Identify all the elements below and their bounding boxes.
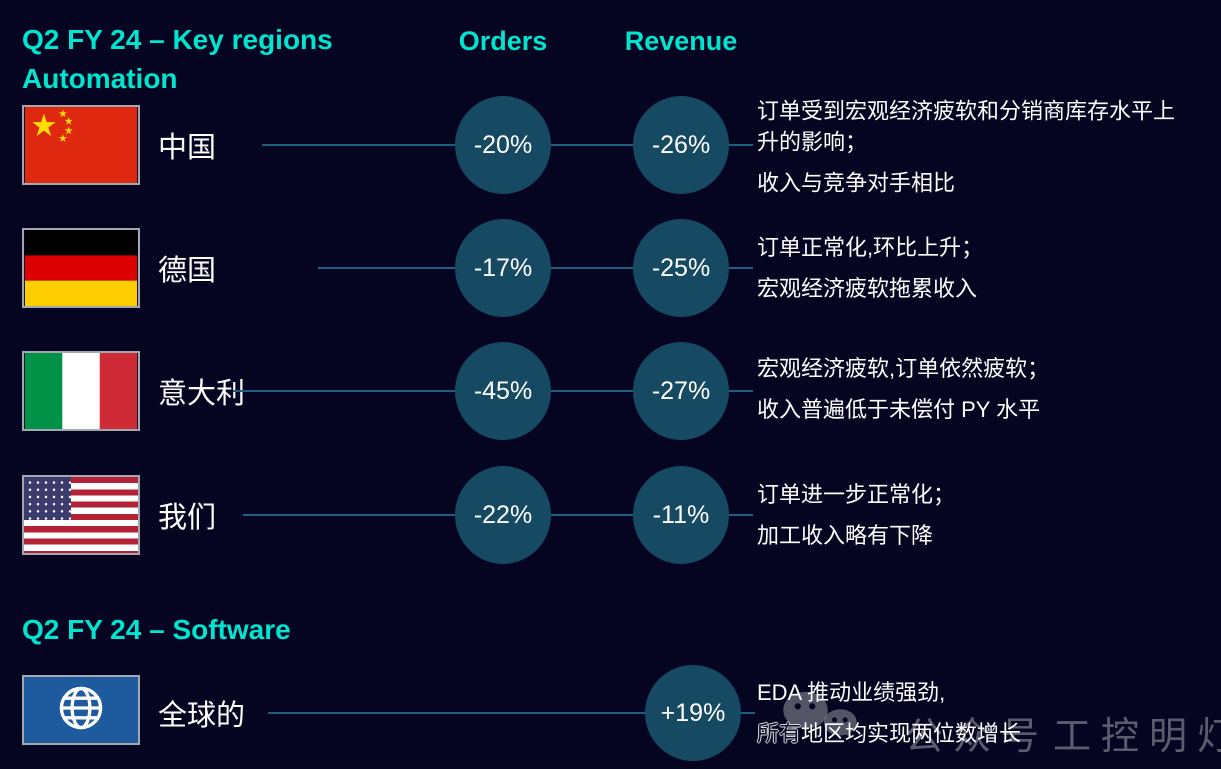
note-paragraph: 订单受到宏观经济疲软和分销商库存水平上升的影响； (757, 98, 1176, 155)
connector-line (551, 267, 633, 269)
note-dimmed-text: 所有 (757, 721, 802, 746)
note-paragraph: 宏观经济疲软拖累收入 (757, 276, 978, 301)
orders-bubble-china: -20% (455, 96, 551, 194)
notes-us: 订单进一步正常化； 加工收入略有下降 (757, 479, 1193, 551)
connector-line (551, 390, 633, 392)
connector-line (729, 514, 753, 516)
connector-line (233, 390, 455, 392)
watermark-text-gongkongmingdeng: 工控明灯 (1053, 716, 1221, 758)
note-paragraph: 宏观经济疲软,订单依然疲软； (757, 356, 1050, 381)
connector-line (729, 267, 753, 269)
connector-line (729, 144, 753, 146)
us-flag-canton (24, 477, 71, 520)
orders-bubble-germany: -17% (455, 219, 551, 317)
revenue-column-header: Revenue (624, 26, 738, 56)
orders-bubble-italy: -45% (455, 342, 551, 440)
note-paragraph: 收入普遍低于未偿付 PY 水平 (757, 397, 1041, 422)
note-text: 地区均实现两位数增长 (801, 721, 1022, 746)
notes-china: 订单受到宏观经济疲软和分销商库存水平上升的影响； 收入与竞争对手相比 (757, 96, 1193, 199)
orders-column-header: Orders (458, 26, 548, 56)
country-label-us: 我们 (158, 502, 217, 534)
wechat-bubbles-icon (762, 688, 880, 751)
revenue-bubble-us: -11% (633, 466, 729, 564)
country-label-china: 中国 (158, 132, 217, 164)
connector-line (551, 514, 633, 516)
globe-icon (53, 680, 109, 741)
connector-line (243, 514, 455, 516)
revenue-bubble-italy: -27% (633, 342, 729, 440)
italy-flag (22, 351, 140, 431)
page-title: Q2 FY 24 – Key regions Automation (22, 24, 333, 94)
us-flag (22, 475, 140, 555)
connector-line (318, 267, 455, 269)
notes-software: EDA 推动业绩强劲, 所有地区均实现两位数增长 (757, 677, 1193, 749)
note-paragraph: EDA 推动业绩强劲, (757, 680, 946, 705)
watermark-text-gongzhonghao: 公众号 (905, 716, 1050, 758)
note-paragraph: 订单正常化,环比上升； (757, 235, 984, 260)
global-tile (22, 675, 140, 745)
note-paragraph: 加工收入略有下降 (757, 523, 934, 548)
germany-flag (22, 228, 140, 308)
note-paragraph: 订单进一步正常化； (757, 482, 956, 507)
china-flag (22, 105, 140, 185)
notes-germany: 订单正常化,环比上升； 宏观经济疲软拖累收入 (757, 232, 1193, 304)
country-label-germany: 德国 (158, 255, 217, 287)
connector-line (262, 144, 455, 146)
note-paragraph: 收入与竞争对手相比 (757, 170, 956, 196)
software-value-bubble: +19% (645, 665, 741, 761)
note-paragraph: 所有地区均实现两位数增长 (757, 718, 1193, 749)
revenue-bubble-china: -26% (633, 96, 729, 194)
software-title: Q2 FY 24 – Software (22, 614, 291, 645)
revenue-bubble-germany: -25% (633, 219, 729, 317)
country-label-italy: 意大利 (158, 378, 246, 410)
connector-line (551, 144, 633, 146)
connector-line (729, 390, 753, 392)
connector-line (268, 712, 645, 714)
orders-bubble-us: -22% (455, 466, 551, 564)
region-label-global: 全球的 (158, 700, 246, 732)
connector-line (741, 712, 755, 714)
notes-italy: 宏观经济疲软,订单依然疲软； 收入普遍低于未偿付 PY 水平 (757, 353, 1193, 425)
